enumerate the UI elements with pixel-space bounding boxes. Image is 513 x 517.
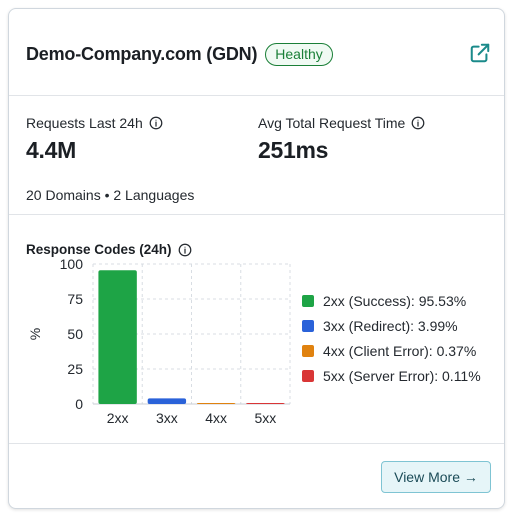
card-header: Demo-Company.com (GDN) Healthy (26, 41, 333, 67)
response-codes-title-row: Response Codes (24h) (26, 242, 192, 257)
bar-3xx (147, 398, 187, 404)
legend-swatch (302, 344, 314, 357)
legend-label: 2xx (Success): 95.53% (323, 292, 467, 309)
divider (9, 95, 504, 96)
legend-swatch (302, 369, 314, 382)
requests-label: Requests Last 24h (26, 115, 143, 131)
x-tick-label: 3xx (156, 410, 178, 426)
legend-swatch (302, 319, 314, 332)
y-tick-label: 0 (75, 396, 83, 412)
legend-swatch (302, 294, 314, 307)
response-codes-title: Response Codes (24h) (26, 242, 172, 257)
legend-item: 4xx (Client Error): 0.37% (302, 338, 481, 363)
avg-time-label: Avg Total Request Time (258, 115, 406, 131)
info-icon[interactable] (149, 116, 163, 130)
page-title: Demo-Company.com (GDN) (26, 43, 258, 64)
requests-value: 4.4M (26, 137, 76, 163)
info-icon[interactable] (178, 243, 192, 257)
divider (9, 443, 504, 444)
legend-item: 2xx (Success): 95.53% (302, 288, 481, 313)
x-tick-label: 2xx (107, 410, 129, 426)
bar-2xx (98, 270, 137, 404)
y-tick-label: 100 (60, 256, 84, 272)
legend-item: 5xx (Server Error): 0.11% (302, 363, 481, 388)
avg-time-label-row: Avg Total Request Time (258, 115, 425, 131)
chart-legend: 2xx (Success): 95.53% 3xx (Redirect): 3.9… (302, 288, 481, 388)
y-axis-label: % (27, 328, 43, 340)
bar-5xx (246, 403, 285, 404)
legend-label: 3xx (Redirect): 3.99% (323, 317, 458, 334)
y-tick-label: 50 (67, 326, 83, 342)
info-icon[interactable] (411, 116, 425, 130)
y-tick-label: 25 (67, 361, 83, 377)
status-badge: Healthy (265, 42, 333, 66)
domains-languages-summary: 20 Domains • 2 Languages (26, 187, 195, 203)
x-tick-label: 4xx (205, 410, 227, 426)
view-more-button[interactable]: View More → (381, 461, 491, 493)
x-tick-label: 5xx (254, 410, 276, 426)
legend-item: 3xx (Redirect): 3.99% (302, 313, 481, 338)
response-codes-chart: 0 25 50 75 100 2xx 3xx 4xx 5xx% (27, 256, 291, 426)
y-tick-label: 75 (67, 291, 83, 307)
requests-label-row: Requests Last 24h (26, 115, 163, 131)
bar-4xx (196, 403, 236, 404)
legend-label: 4xx (Client Error): 0.37% (323, 342, 477, 359)
legend-label: 5xx (Server Error): 0.11% (323, 367, 481, 384)
avg-time-value: 251ms (258, 137, 329, 163)
response-summary-card: Demo-Company.com (GDN) Healthy Requests … (8, 8, 505, 509)
divider (9, 214, 504, 215)
external-link-icon[interactable] (469, 42, 491, 64)
